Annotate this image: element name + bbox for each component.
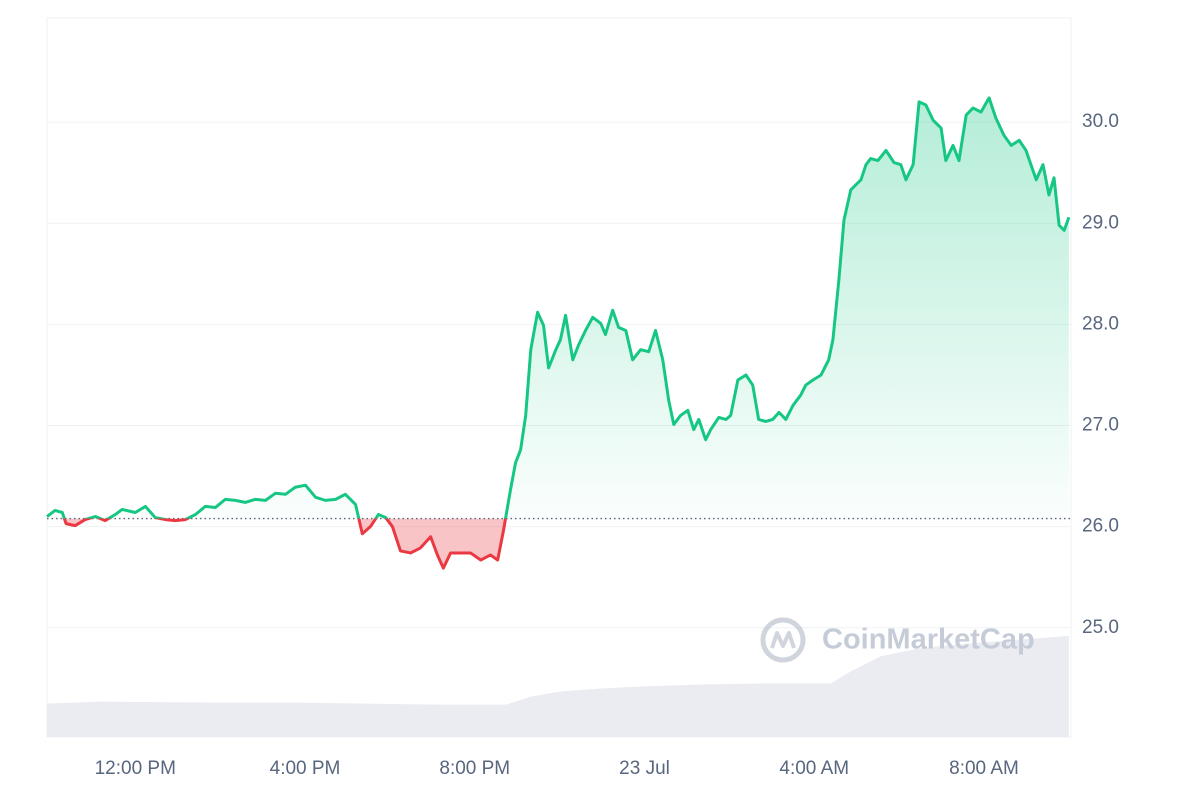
price-line [46,96,1071,570]
volume-area [47,636,1069,737]
price-area [47,97,1069,569]
y-tick-label: 26.0 [1082,516,1119,537]
y-tick-label: 28.0 [1082,313,1119,334]
y-tick-label: 25.0 [1082,617,1119,638]
y-tick-label: 29.0 [1082,212,1119,233]
y-tick-label: 27.0 [1082,415,1119,436]
x-tick-label: 23 Jul [619,758,670,779]
x-tick-label: 12:00 PM [95,758,176,779]
x-tick-label: 8:00 PM [439,758,510,779]
watermark: CoinMarketCap [822,624,1035,656]
watermark-logo [760,617,806,663]
x-tick-label: 8:00 AM [949,758,1019,779]
y-tick-label: 30.0 [1082,111,1119,132]
x-tick-label: 4:00 AM [779,758,849,779]
x-tick-label: 4:00 PM [270,758,341,779]
